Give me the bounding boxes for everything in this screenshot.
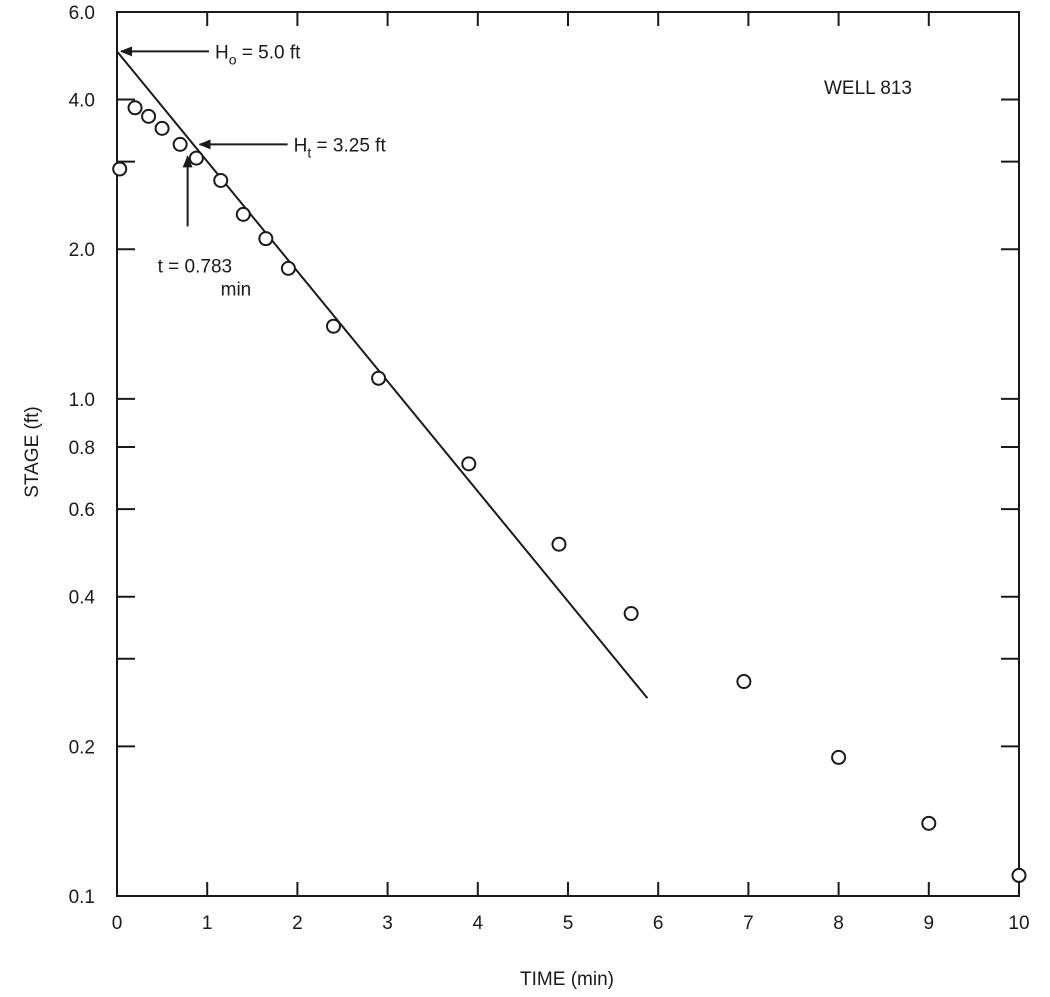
x-tick-label: 0 — [112, 913, 123, 934]
data-points — [112, 100, 1027, 883]
data-point — [235, 206, 251, 222]
x-tick-label: 4 — [473, 913, 484, 934]
y-axis-ticks: 6.0 4.0 2.0 1.0 0.8 0.6 0.4 0.2 0.1 — [69, 3, 1019, 908]
data-point — [280, 260, 296, 276]
x-tick-label: 1 — [202, 913, 213, 934]
data-point — [736, 674, 752, 690]
data-point — [188, 150, 204, 166]
x-tick-label: 2 — [292, 913, 303, 934]
x-tick-label: 6 — [653, 913, 664, 934]
x-tick-label: 3 — [382, 913, 393, 934]
y-tick-label: 4.0 — [69, 91, 95, 112]
y-tick-label: 0.6 — [69, 500, 95, 521]
data-point — [831, 749, 847, 765]
x-tick-label: 9 — [924, 913, 935, 934]
data-point — [154, 120, 170, 136]
data-point — [127, 100, 143, 116]
t-label-line2: min — [221, 279, 252, 300]
data-point — [141, 108, 157, 124]
y-tick-label: 6.0 — [69, 3, 95, 24]
y-tick-label: 1.0 — [69, 390, 95, 411]
y-tick-label: 0.8 — [69, 438, 95, 459]
x-tick-label: 7 — [743, 913, 754, 934]
data-point — [1011, 867, 1027, 883]
data-point — [371, 370, 387, 386]
data-point — [325, 318, 341, 334]
data-point — [551, 536, 567, 552]
y-tick-label: 0.1 — [69, 887, 95, 908]
ho-label: Ho = 5.0 ft — [215, 42, 301, 67]
data-point — [461, 456, 477, 472]
x-tick-label: 8 — [833, 913, 844, 934]
data-point — [623, 606, 639, 622]
data-point — [112, 161, 128, 177]
t-label-line1: t = 0.783 — [158, 256, 232, 277]
y-tick-label: 0.2 — [69, 737, 95, 758]
data-point — [213, 172, 229, 188]
x-tick-label: 5 — [563, 913, 574, 934]
data-point — [172, 136, 188, 152]
data-point — [921, 815, 937, 831]
chart-title: WELL 813 — [824, 78, 912, 99]
y-tick-label: 2.0 — [69, 240, 95, 261]
data-point — [258, 231, 274, 247]
y-tick-label: 0.4 — [69, 588, 96, 609]
x-tick-label: 10 — [1008, 913, 1029, 934]
y-axis-title: STAGE (ft) — [22, 406, 43, 497]
x-axis-title: TIME (min) — [520, 969, 614, 990]
ht-label: Ht = 3.25 ft — [294, 135, 387, 160]
x-axis-ticks: 0 1 2 3 4 5 6 7 8 9 10 — [112, 12, 1030, 934]
